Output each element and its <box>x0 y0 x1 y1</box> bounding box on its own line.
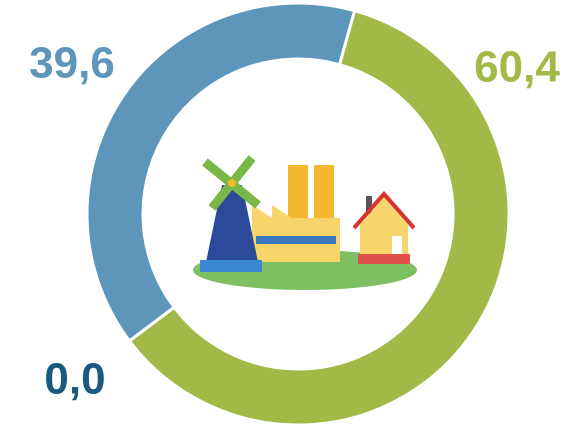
factory-windows <box>256 236 336 244</box>
chimney <box>314 165 334 225</box>
donut-segment <box>85 1 357 344</box>
house-chimney <box>366 196 372 214</box>
illustration <box>193 155 417 290</box>
house-door <box>392 236 402 254</box>
value-label: 60,4 <box>474 43 560 92</box>
chimney <box>288 165 308 225</box>
windmill-hub <box>228 179 236 187</box>
donut <box>85 1 511 425</box>
house-roof <box>352 190 416 230</box>
windmill-base <box>200 260 262 272</box>
factory <box>252 205 340 262</box>
value-label: 0,0 <box>44 355 105 404</box>
donut-segment <box>127 8 511 425</box>
value-label: 39,6 <box>29 39 115 88</box>
house-foundation <box>358 254 410 264</box>
